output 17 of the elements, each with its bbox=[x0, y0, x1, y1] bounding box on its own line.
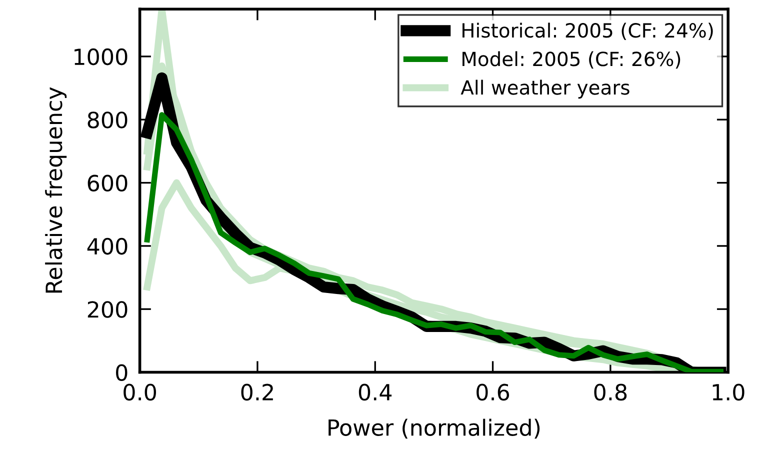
x-tick-label: 0.8 bbox=[594, 384, 627, 401]
x-tick-label: 0.6 bbox=[476, 384, 510, 401]
x-tick-label: 1.0 bbox=[712, 384, 744, 401]
legend-label: Historical: 2005 (CF: 24%) bbox=[462, 22, 713, 40]
legend-label: All weather years bbox=[460, 80, 630, 99]
y-tick-label: 200 bbox=[88, 301, 128, 318]
y-tick-label: 1000 bbox=[74, 48, 128, 66]
legend-label: Model: 2005 (CF: 26%) bbox=[462, 51, 680, 69]
x-tick-label: 0.4 bbox=[358, 384, 392, 401]
x-tick-label: 0.2 bbox=[241, 384, 273, 401]
y-tick-label: 600 bbox=[88, 174, 128, 192]
y-tick-label: 0 bbox=[116, 364, 128, 382]
y-axis-title: Relative frequency bbox=[45, 87, 67, 293]
x-tick-label: 0.0 bbox=[124, 384, 156, 401]
y-tick-label: 800 bbox=[88, 112, 128, 128]
y-tick-label: 400 bbox=[87, 238, 128, 255]
x-axis-title: Power (normalized) bbox=[328, 418, 540, 439]
